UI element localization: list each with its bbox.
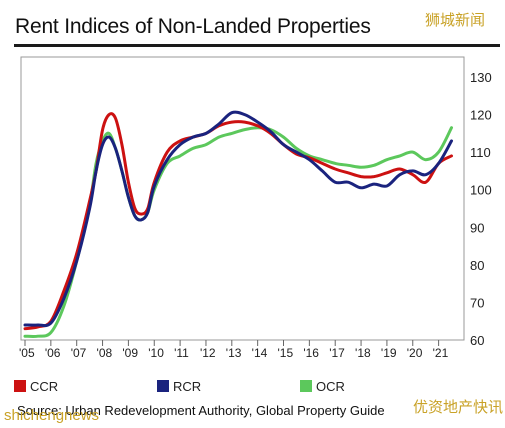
- x-tick-label: '12: [200, 346, 216, 360]
- legend-swatch-rcr: [157, 380, 169, 392]
- legend-label-ccr: CCR: [30, 379, 58, 394]
- y-tick-label: 110: [470, 145, 491, 160]
- x-tick-label: '06: [45, 346, 61, 360]
- y-tick-label: 60: [470, 333, 484, 348]
- x-tick-label: '16: [303, 346, 319, 360]
- x-tick-label: '14: [252, 346, 268, 360]
- plot-frame: [20, 56, 465, 341]
- y-tick-label: 80: [470, 258, 484, 273]
- x-tick-label: '19: [381, 346, 397, 360]
- series-line-rcr: [23, 110, 453, 328]
- x-tick-label: '15: [278, 346, 294, 360]
- y-tick-label: 90: [470, 220, 484, 235]
- x-tick-label: '10: [148, 346, 164, 360]
- plot-area: [23, 110, 453, 339]
- y-tick-label: 70: [470, 295, 484, 310]
- x-tick-label: '18: [355, 346, 371, 360]
- x-tick-label: '13: [226, 346, 242, 360]
- watermark-top-right: 狮城新闻: [425, 12, 485, 29]
- legend-label-ocr: OCR: [316, 379, 345, 394]
- y-axis: 60 70 80 90 100 110 120 130: [470, 70, 492, 348]
- x-tick-label: '11: [174, 346, 189, 360]
- chart-title: Rent Indices of Non-Landed Properties: [15, 15, 371, 38]
- watermark-bottom-right: 优资地产快讯: [413, 399, 503, 416]
- x-tick-label: '17: [329, 346, 345, 360]
- x-tick-label: '05: [19, 346, 35, 360]
- x-tick-label: '20: [407, 346, 423, 360]
- legend-label-rcr: RCR: [173, 379, 201, 394]
- y-tick-label: 100: [470, 183, 492, 198]
- legend-swatch-ccr: [14, 380, 26, 392]
- x-tick-label: '07: [71, 346, 87, 360]
- legend: CCR RCR OCR: [14, 379, 345, 394]
- y-tick-label: 120: [470, 108, 492, 123]
- series-line-ocr: [23, 126, 453, 339]
- series-line-ccr: [23, 112, 453, 331]
- title-underline: [14, 44, 500, 47]
- source-note: Source: Urban Redevelopment Authority, G…: [17, 403, 385, 418]
- x-tick-label: '09: [122, 346, 138, 360]
- legend-swatch-ocr: [300, 380, 312, 392]
- watermark-bottom-left: shichengnews: [4, 407, 99, 424]
- x-tick-label: '08: [97, 346, 113, 360]
- x-tick-label: '21: [433, 346, 449, 360]
- x-axis: '05 '06 '07 '08 '09 '10 '11 '12 '13 '14 '15 '16 '17 '…: [19, 340, 449, 360]
- y-tick-label: 130: [470, 70, 492, 85]
